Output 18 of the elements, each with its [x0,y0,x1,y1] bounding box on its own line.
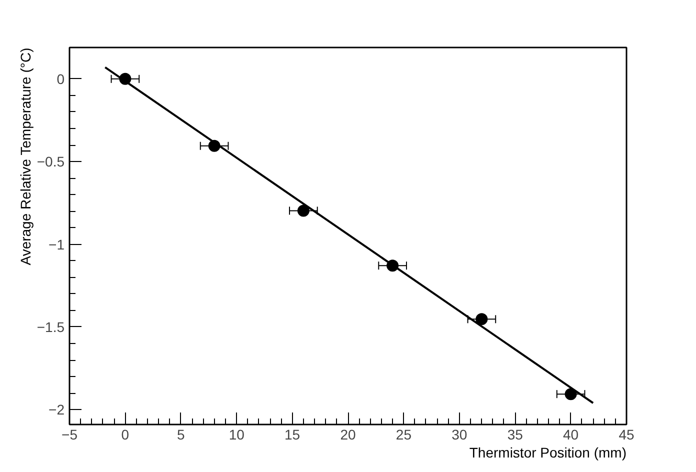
x-tick-label: 5 [177,426,186,442]
y-tick-label: −0.5 [36,154,65,170]
x-tick-label: 30 [452,426,468,442]
y-tick-label: −1.5 [36,318,65,335]
x-tick-label: 35 [507,426,524,442]
x-tick-label: 40 [563,426,579,442]
x-tick-label: −5 [62,426,78,442]
y-tick-label: −2 [48,402,65,418]
y-tick-label: −1 [48,236,65,252]
x-tick-label: 15 [284,426,300,442]
y-axis-title: Average Relative Temperature (°C) [18,48,34,266]
x-tick-label: 20 [340,426,356,442]
x-axis-title: Thermistor Position (mm) [469,444,627,460]
x-tick-label: 25 [396,426,412,442]
x-tick-label: 0 [121,426,130,442]
x-tick-label: 10 [228,426,245,442]
x-tick-label: 45 [618,426,634,442]
y-tick-label: 0 [56,70,65,87]
